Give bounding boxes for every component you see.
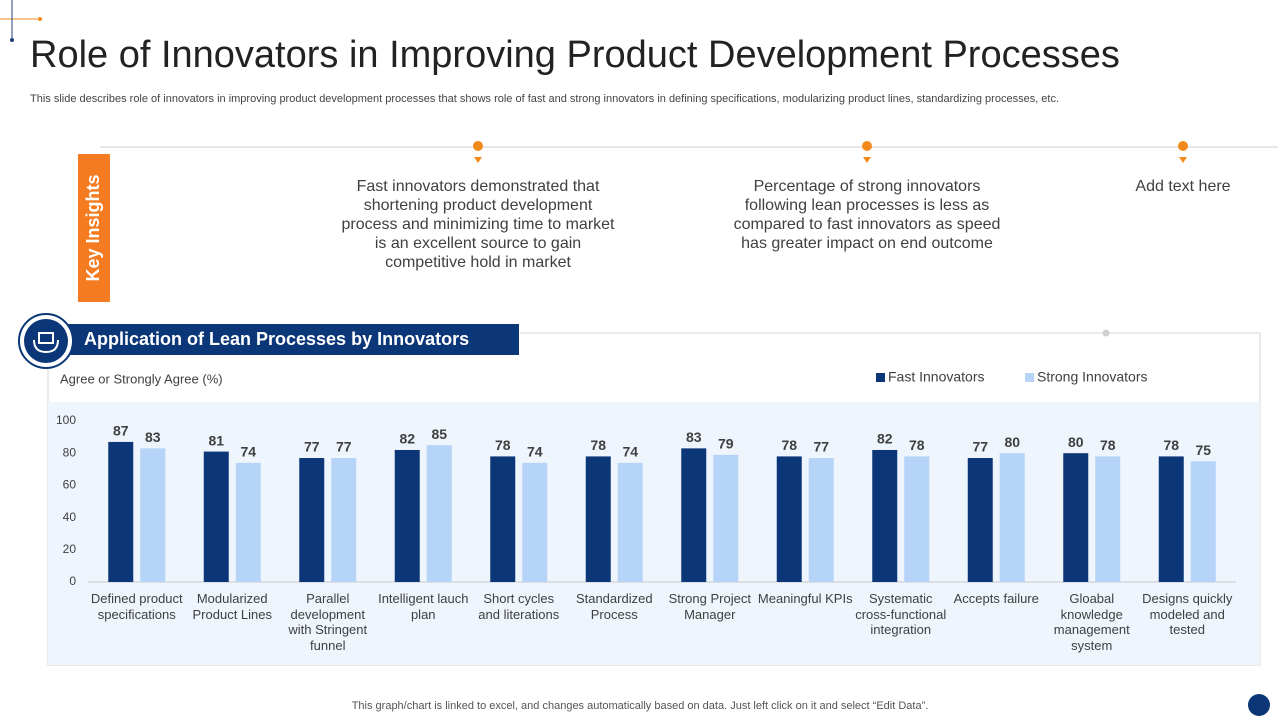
data-label: 80 [1068, 434, 1084, 450]
pins [473, 141, 1188, 163]
y-tick-label: 20 [63, 542, 77, 556]
chart-banner [46, 324, 519, 355]
bar [617, 462, 643, 582]
data-label: 75 [1195, 442, 1211, 458]
data-label: 81 [208, 432, 224, 448]
y-tick-label: 80 [63, 445, 77, 459]
bar [426, 445, 452, 582]
decor-dot [1248, 694, 1270, 716]
bar [904, 456, 930, 582]
x-tick-label: Defined product specifications [90, 591, 183, 622]
data-label: 87 [113, 423, 129, 439]
data-label: 78 [1163, 437, 1179, 453]
bar [681, 448, 707, 582]
key-insights-box [78, 154, 110, 302]
x-tick-label: Systematic cross-functional integration [855, 591, 947, 637]
bar [108, 441, 134, 582]
data-label: 77 [813, 439, 829, 455]
insight-text: Add text here [1135, 178, 1231, 195]
bar [967, 458, 993, 582]
bar [808, 458, 834, 582]
data-label: 79 [718, 436, 734, 452]
y-tick-label: 60 [63, 478, 77, 492]
legend-swatch [1025, 373, 1034, 382]
y-tick-label: 40 [63, 510, 77, 524]
bar [331, 458, 357, 582]
chart-title: Application of Lean Processes by Innovat… [84, 329, 469, 349]
data-label: 78 [909, 437, 925, 453]
data-label: 74 [622, 444, 638, 460]
bar [235, 462, 261, 582]
decor-dot [38, 17, 42, 21]
bar [1063, 453, 1089, 582]
x-tick-label: Meaningful KPIs [757, 591, 853, 606]
icon-glyph [33, 332, 59, 354]
x-tick-label: Intelligent lauch plan [378, 591, 469, 622]
data-label: 78 [590, 437, 606, 453]
bar [140, 448, 166, 582]
bar [299, 458, 325, 582]
y-tick-label: 100 [56, 413, 76, 427]
data-label: 80 [1004, 434, 1020, 450]
data-label: 77 [972, 439, 988, 455]
data-label: 74 [527, 444, 543, 460]
bar [522, 462, 548, 582]
data-label: 74 [240, 444, 256, 460]
bar [490, 456, 516, 582]
bar [1095, 456, 1121, 582]
data-label: 78 [781, 437, 797, 453]
data-label: 82 [877, 431, 893, 447]
x-tick-label: Short cycles and literations [478, 591, 560, 622]
data-label: 83 [686, 429, 702, 445]
data-label: 78 [495, 437, 511, 453]
data-label: 85 [431, 426, 447, 442]
data-label: 82 [399, 431, 415, 447]
bar [394, 449, 420, 582]
data-label: 77 [304, 439, 320, 455]
bar [1158, 456, 1184, 582]
insight-text: Percentage of strong innovators followin… [733, 178, 1001, 252]
bar [872, 449, 898, 582]
bar [585, 456, 611, 582]
bar [999, 453, 1025, 582]
legend-swatch [876, 373, 885, 382]
legend-label: Strong Innovators [1037, 369, 1148, 385]
key-insights-heading: Key Insights [83, 174, 103, 281]
icon [24, 319, 68, 363]
x-tick-label: Strong Project Manager [668, 591, 751, 622]
insight-text: Fast innovators demonstrated that shorte… [341, 178, 615, 271]
y-tick-label: 0 [69, 574, 76, 588]
x-tick-label: Accepts failure [953, 591, 1039, 606]
decor-dot [10, 38, 14, 42]
slide-title: Role of Innovators in Improving Product … [30, 34, 1120, 76]
decor-dot [1102, 329, 1110, 337]
bar [1190, 461, 1216, 582]
x-tick-label: Gloabal knowledge management system [1053, 591, 1130, 653]
footer-note: This graph/chart is linked to excel, and… [351, 700, 929, 712]
legend-label: Fast Innovators [888, 369, 985, 385]
x-tick-label: Designs quickly modeled and tested [1142, 591, 1233, 637]
x-tick-label: Modularized Product Lines [192, 591, 273, 622]
bar [713, 454, 739, 582]
data-label: 83 [145, 429, 161, 445]
slide-subtitle: This slide describes role of innovators … [30, 93, 1060, 105]
data-label: 77 [336, 439, 352, 455]
x-tick-label: Standardized Process [575, 591, 653, 622]
bar [776, 456, 802, 582]
y-axis-label: Agree or Strongly Agree (%) [60, 371, 223, 386]
bar [203, 451, 229, 582]
x-tick-label: Parallel development with Stringent funn… [288, 591, 368, 653]
data-label: 78 [1100, 437, 1116, 453]
